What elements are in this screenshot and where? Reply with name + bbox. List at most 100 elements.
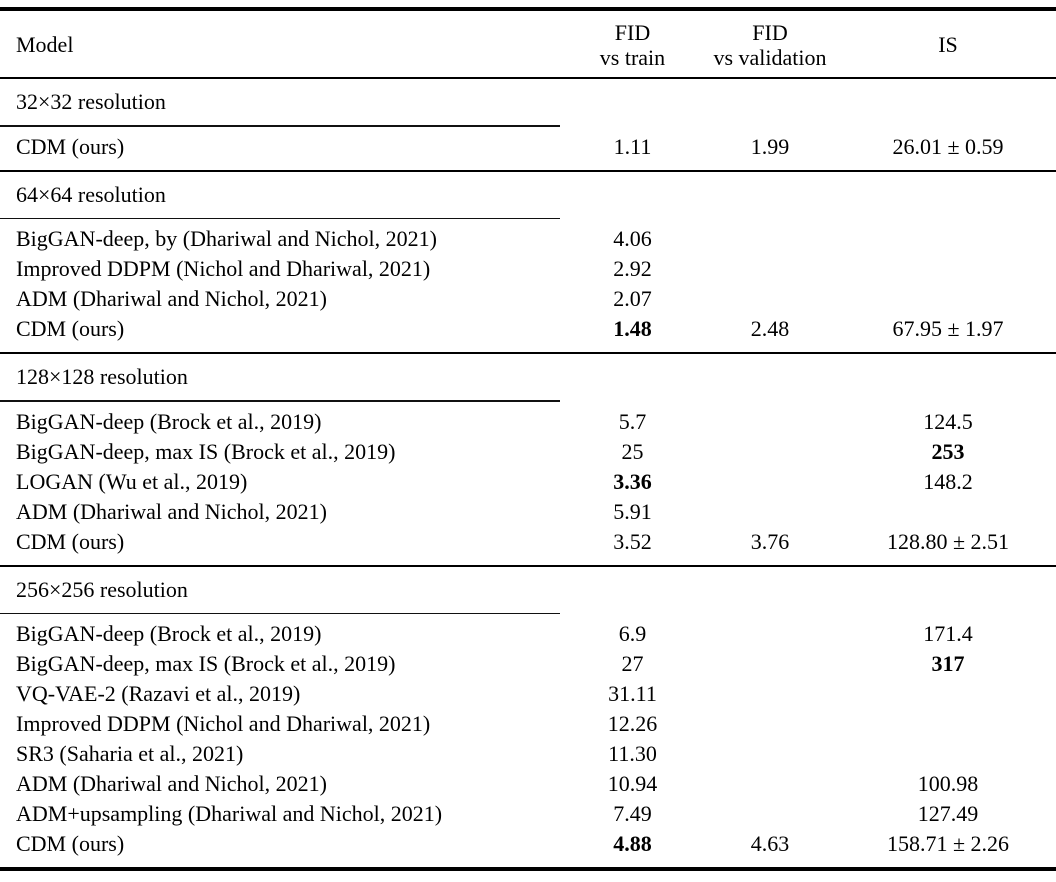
section-title: 128×128 resolution [16,364,188,389]
fid-validation-cell: 3.76 [750,528,790,554]
fid-train-cell: 4.06 [613,226,652,251]
table-row: Improved DDPM (Nichol and Dhariwal, 2021… [0,709,1056,739]
column-header-fid-train-line1: FID [614,20,651,45]
table-row: BigGAN-deep, by (Dhariwal and Nichol, 20… [0,224,1056,254]
column-header-fid-train-line2: vs train [599,45,666,70]
fid-train-cell: 11.30 [608,741,657,766]
model-cell: LOGAN (Wu et al., 2019) [16,468,248,494]
column-header-model: Model [16,32,74,57]
table-row: Improved DDPM (Nichol and Dhariwal, 2021… [0,254,1056,284]
fid-train-cell: 2.07 [613,286,652,311]
section-32x32: 32×32 resolution CDM (ours) 1.11 1.99 26… [0,79,1056,172]
section-rows: BigGAN-deep (Brock et al., 2019) 6.9 171… [0,614,1056,867]
section-end-rule [0,169,1056,172]
fid-train-cell: 10.94 [607,771,658,796]
table-row: BigGAN-deep (Brock et al., 2019) 6.9 171… [0,619,1056,649]
column-header-is: IS [938,32,958,57]
fid-train-cell: 31.11 [608,681,657,706]
table-row: CDM (ours) 1.48 2.48 67.95 ± 1.97 [0,314,1056,344]
model-cell: ADM (Dhariwal and Nichol, 2021) [16,498,327,524]
section-title-rule [0,612,560,614]
fid-train-cell: 3.52 [613,528,652,554]
fid-train-cell: 3.36 [613,468,652,494]
model-cell: Improved DDPM (Nichol and Dhariwal, 2021… [16,256,431,281]
fid-train-cell: 7.49 [613,801,652,826]
model-cell: ADM (Dhariwal and Nichol, 2021) [16,771,327,796]
is-cell: 127.49 [917,801,979,826]
table-row: LOGAN (Wu et al., 2019) 3.36 148.2 [0,467,1056,497]
is-cell: 253 [931,438,965,464]
table-row: VQ-VAE-2 (Razavi et al., 2019) 31.11 [0,679,1056,709]
model-cell: SR3 (Saharia et al., 2021) [16,741,244,766]
fid-train-cell: 1.48 [613,316,652,341]
column-header-fid-train: FID vs train [565,20,700,70]
fid-train-cell: 6.9 [618,621,647,646]
section-title-rule [0,400,560,402]
section-rows: CDM (ours) 1.11 1.99 26.01 ± 0.59 [0,127,1056,170]
fid-train-cell: 12.26 [607,711,658,736]
header-rule [0,77,1056,79]
section-end-rule [0,352,1056,354]
section-title: 64×64 resolution [16,181,166,207]
model-cell: BigGAN-deep, max IS (Brock et al., 2019) [16,438,396,464]
model-cell: BigGAN-deep, by (Dhariwal and Nichol, 20… [16,226,437,251]
model-cell: VQ-VAE-2 (Razavi et al., 2019) [16,681,301,706]
section-128x128: 128×128 resolution BigGAN-deep (Brock et… [0,354,1056,567]
is-cell: 317 [931,651,965,676]
column-header-fid-validation-line1: FID [752,20,788,45]
section-64x64: 64×64 resolution BigGAN-deep, by (Dhariw… [0,172,1056,354]
section-title-rule [0,125,560,127]
section-rows: BigGAN-deep, by (Dhariwal and Nichol, 20… [0,219,1056,352]
column-header-fid-validation-line2: vs validation [713,45,827,70]
is-cell: 100.98 [917,771,979,796]
is-cell: 67.95 ± 1.97 [892,316,1004,341]
column-header-fid-validation: FID vs validation [700,20,840,70]
model-cell: ADM (Dhariwal and Nichol, 2021) [16,286,327,311]
model-cell: BigGAN-deep (Brock et al., 2019) [16,621,322,646]
table-row: SR3 (Saharia et al., 2021) 11.30 [0,739,1056,769]
model-cell: CDM (ours) [16,133,125,159]
table-row: BigGAN-deep, max IS (Brock et al., 2019)… [0,437,1056,467]
is-cell: 158.71 ± 2.26 [886,831,1010,856]
model-cell: Improved DDPM (Nichol and Dhariwal, 2021… [16,711,431,736]
fid-validation-cell: 2.48 [750,316,790,341]
model-cell: BigGAN-deep (Brock et al., 2019) [16,408,322,434]
fid-train-cell: 1.11 [613,133,652,159]
table-row: ADM+upsampling (Dhariwal and Nichol, 202… [0,799,1056,829]
fid-validation-cell: 1.99 [750,133,790,159]
table-row: BigGAN-deep (Brock et al., 2019) 5.7 124… [0,407,1056,437]
table-row: CDM (ours) 3.52 3.76 128.80 ± 2.51 [0,527,1056,557]
table-row: CDM (ours) 1.11 1.99 26.01 ± 0.59 [0,132,1056,162]
section-title: 32×32 resolution [16,89,166,114]
top-rule [0,7,1056,11]
is-cell: 128.80 ± 2.51 [886,528,1010,554]
table-row: CDM (ours) 4.88 4.63 158.71 ± 2.26 [0,829,1056,859]
is-cell: 26.01 ± 0.59 [892,133,1004,159]
fid-train-cell: 25 [621,438,644,464]
table-row: ADM (Dhariwal and Nichol, 2021) 10.94 10… [0,769,1056,799]
section-title: 256×256 resolution [16,576,188,602]
table-header: Model FID vs train FID vs validation IS [0,11,1056,77]
is-cell: 148.2 [923,468,973,494]
section-end-rule [0,564,1056,567]
fid-train-cell: 2.92 [613,256,652,281]
is-cell: 124.5 [923,408,973,434]
bottom-rule [0,867,1056,871]
fid-train-cell: 5.91 [613,498,652,524]
fid-validation-cell: 4.63 [750,831,790,856]
is-cell: 171.4 [923,621,973,646]
section-rows: BigGAN-deep (Brock et al., 2019) 5.7 124… [0,402,1056,565]
results-table: Model FID vs train FID vs validation IS … [0,7,1056,871]
table-row: BigGAN-deep, max IS (Brock et al., 2019)… [0,649,1056,679]
fid-train-cell: 27 [621,651,644,676]
section-title-rule [0,217,560,219]
fid-train-cell: 5.7 [618,408,647,434]
model-cell: BigGAN-deep, max IS (Brock et al., 2019) [16,651,396,676]
fid-train-cell: 4.88 [613,831,652,856]
model-cell: CDM (ours) [16,831,125,856]
model-cell: CDM (ours) [16,528,125,554]
section-256x256: 256×256 resolution BigGAN-deep (Brock et… [0,567,1056,868]
table-row: ADM (Dhariwal and Nichol, 2021) 2.07 [0,284,1056,314]
model-cell: CDM (ours) [16,316,125,341]
model-cell: ADM+upsampling (Dhariwal and Nichol, 202… [16,801,443,826]
